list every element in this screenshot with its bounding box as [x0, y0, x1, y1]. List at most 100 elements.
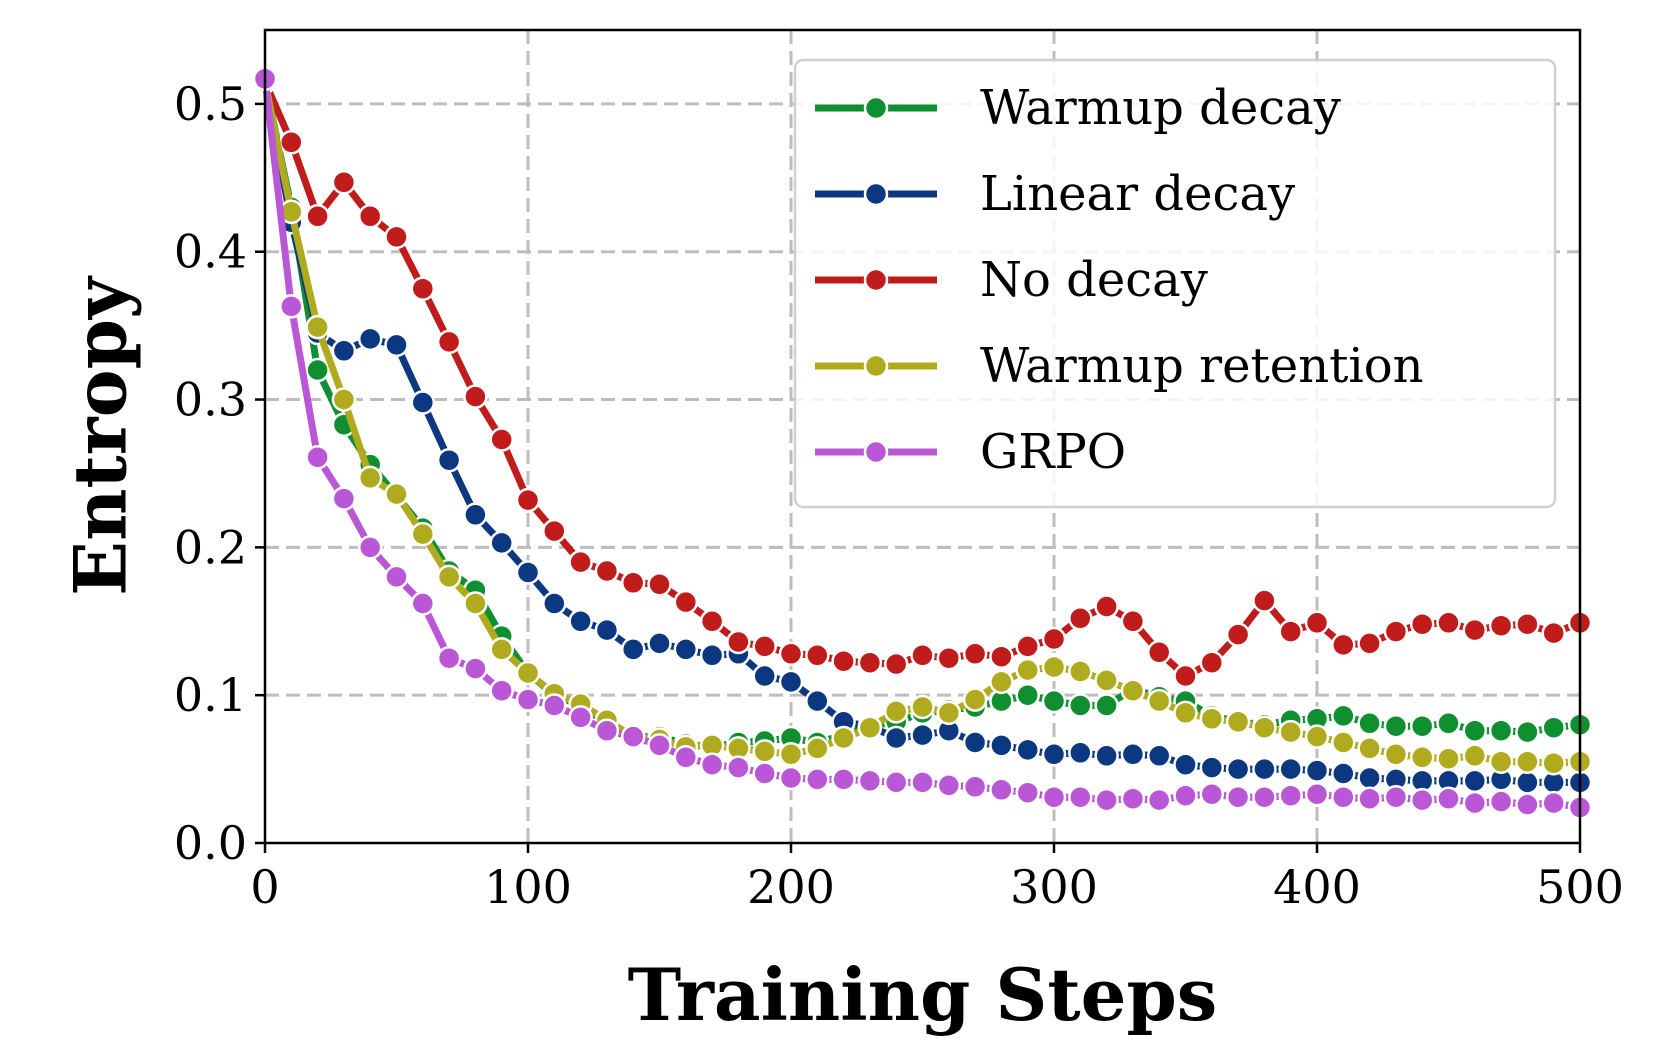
data-point: [1383, 619, 1409, 644]
data-point: [620, 570, 646, 596]
data-point: [1173, 663, 1198, 689]
data-point: [1199, 650, 1225, 675]
data-point: [1383, 784, 1409, 810]
data-point: [1120, 678, 1146, 703]
data-point: [463, 656, 488, 681]
data-point: [673, 589, 699, 615]
data-point: [1173, 783, 1198, 808]
data-point: [384, 332, 409, 358]
data-point: [1225, 622, 1251, 647]
data-point: [1199, 781, 1225, 807]
data-point: [1462, 718, 1488, 743]
legend-box: [793, 58, 1557, 509]
data-point: [831, 767, 856, 792]
data-point: [1041, 742, 1067, 767]
data-point: [778, 641, 804, 667]
legend-swatch-marker: [863, 353, 889, 379]
data-point: [1436, 711, 1461, 736]
x-tick-label: 0: [250, 860, 279, 914]
data-point: [436, 564, 462, 590]
data-point: [752, 761, 777, 786]
data-point: [620, 724, 646, 749]
data-point: [1199, 755, 1225, 780]
data-point: [936, 700, 962, 726]
data-point: [1252, 784, 1277, 810]
data-point: [1068, 740, 1093, 766]
data-point: [1541, 750, 1566, 776]
y-tick-label: 0.1: [174, 668, 247, 722]
data-point: [1199, 706, 1225, 732]
data-point: [936, 645, 962, 671]
legend: Warmup decay Linear decay No decay Warmup r…: [793, 58, 1557, 509]
data-point: [1015, 682, 1040, 708]
data-point: [1515, 719, 1540, 745]
data-point: [1094, 594, 1119, 619]
data-point: [1041, 688, 1067, 714]
data-point: [1015, 737, 1040, 763]
data-point: [910, 694, 935, 720]
data-point: [1225, 756, 1251, 782]
data-point: [1515, 611, 1540, 637]
data-point: [1094, 743, 1119, 769]
data-point: [515, 687, 541, 712]
data-point: [568, 549, 593, 575]
data-point: [331, 486, 357, 511]
series-warmup-retention: [252, 69, 1593, 776]
data-point: [962, 641, 988, 667]
data-point: [568, 609, 593, 634]
axis-ticks: 0 100 200 300 400 500 0.0 0.1 0.2 0.3 0.4 0.5: [174, 77, 1624, 914]
data-point: [1146, 787, 1172, 813]
data-point: [463, 384, 488, 409]
data-point: [1331, 730, 1356, 755]
data-point: [410, 390, 436, 415]
x-tick-label: 100: [484, 860, 572, 914]
data-point: [1488, 718, 1514, 743]
data-point: [962, 687, 988, 712]
data-point: [594, 558, 620, 584]
series-grpo: [252, 66, 1593, 820]
data-point: [1304, 758, 1330, 783]
data-point: [1173, 700, 1198, 726]
data-point: [1357, 765, 1382, 791]
data-point: [778, 669, 804, 695]
data-point: [384, 224, 409, 250]
data-point: [752, 634, 777, 659]
data-point: [857, 650, 883, 675]
data-point: [778, 765, 804, 791]
data-point: [357, 465, 383, 491]
data-point: [1146, 688, 1172, 714]
plot-frame: [263, 28, 1582, 845]
legend-item: Warmup decay: [815, 80, 1341, 136]
legend-label: Linear decay: [980, 166, 1295, 222]
data-point: [384, 564, 409, 590]
data-point: [805, 767, 830, 792]
data-point: [463, 502, 488, 528]
data-point: [542, 518, 567, 544]
legend-item: No decay: [815, 252, 1208, 308]
data-point: [883, 699, 909, 724]
data-point: [1488, 613, 1514, 638]
data-point: [1146, 743, 1172, 769]
data-point: [1041, 784, 1067, 810]
data-point: [1120, 742, 1146, 767]
data-point: [1357, 711, 1382, 736]
data-point: [910, 770, 935, 795]
data-point: [1225, 709, 1251, 735]
data-point: [1146, 640, 1172, 665]
data-point: [1225, 784, 1251, 810]
data-point: [1357, 736, 1382, 761]
data-point: [1409, 611, 1435, 637]
data-point: [1409, 713, 1435, 739]
legend-label: Warmup decay: [980, 80, 1341, 136]
y-tick-label: 0.5: [174, 77, 247, 131]
data-point: [1094, 787, 1119, 813]
data-point: [1304, 724, 1330, 749]
data-point: [989, 733, 1014, 758]
data-point: [647, 572, 672, 597]
data-point: [357, 535, 383, 560]
data-point: [726, 629, 751, 655]
data-point: [620, 637, 646, 662]
x-axis-title: Training Steps: [628, 952, 1218, 1037]
x-tick-label: 300: [1010, 860, 1098, 914]
x-tick-label: 200: [747, 860, 835, 914]
